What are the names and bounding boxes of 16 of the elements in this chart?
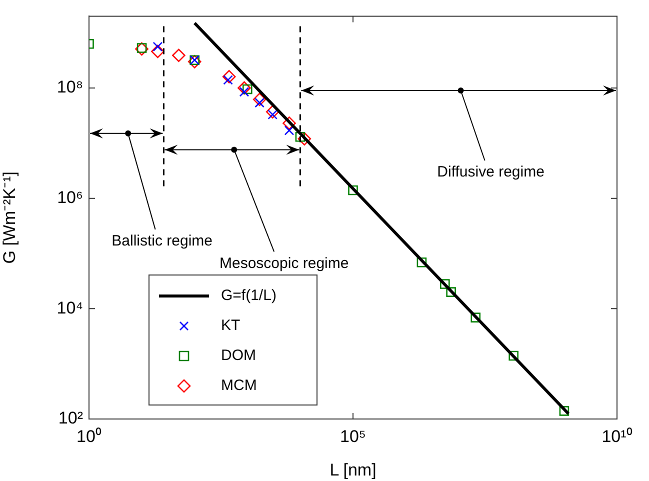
y-tick-label: 10⁴: [56, 298, 83, 318]
legend-label: DOM: [221, 347, 256, 364]
x-tick-label: 10¹⁰: [602, 426, 632, 446]
y-tick-label: 10²: [58, 408, 84, 428]
x-axis-title: L [nm]: [330, 460, 376, 480]
annotation: Mesoscopic regime: [219, 254, 349, 272]
legend-label: G=f(1/L): [221, 287, 276, 304]
x-tick-label: 10⁰: [76, 426, 102, 446]
y-tick-label: 10⁸: [56, 78, 83, 97]
legend-label: MCM: [221, 377, 257, 394]
x-tick-label: 10⁵: [340, 426, 366, 446]
y-tick-label: 10⁶: [57, 188, 83, 208]
y-axis-title: G [Wm⁻²K⁻¹]: [0, 171, 19, 264]
legend-label: KT: [221, 317, 240, 334]
annotation: Ballistic regime: [112, 232, 213, 250]
annotation: Diffusive regime: [437, 164, 544, 181]
